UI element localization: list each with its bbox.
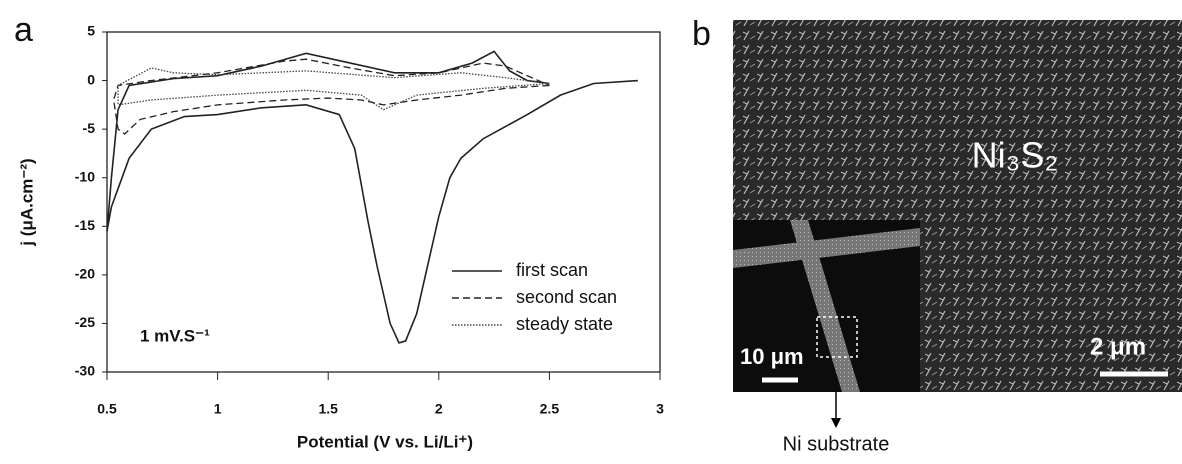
callout-arrowhead — [831, 418, 841, 428]
x-tick-label: 1 — [214, 401, 222, 417]
y-tick-label: 0 — [87, 71, 95, 87]
annotation: 1 mV.S⁻¹ — [140, 326, 210, 345]
zoom-box — [816, 316, 858, 358]
x-tick-label: 2.5 — [540, 401, 560, 417]
x-tick-label: 2 — [435, 401, 443, 417]
scale-label: 2 μm — [1090, 333, 1146, 360]
y-tick-label: -15 — [75, 217, 95, 233]
material-label: Ni₃S₂ — [972, 135, 1059, 176]
callout-label: Ni substrate — [783, 433, 890, 455]
legend-label: steady state — [516, 314, 613, 334]
substrate-grid — [733, 220, 920, 392]
legend-label: first scan — [516, 260, 588, 280]
series-line — [112, 58, 550, 135]
y-axis-label: j (μA.cm⁻²) — [17, 158, 36, 246]
y-tick-label: -10 — [75, 168, 95, 184]
scale-label: 10 μm — [740, 344, 804, 369]
y-tick-label: -5 — [83, 120, 96, 136]
panel-label: b — [692, 15, 711, 53]
y-tick-label: 5 — [87, 23, 95, 39]
series-line — [117, 67, 550, 111]
y-tick-label: -25 — [75, 314, 95, 330]
panel-label: a — [14, 11, 33, 49]
x-axis-label: Potential (V vs. Li/Li⁺) — [297, 432, 473, 451]
y-tick-label: -30 — [75, 363, 95, 379]
x-tick-label: 3 — [656, 401, 664, 417]
legend-label: second scan — [516, 287, 617, 307]
y-tick-label: -20 — [75, 266, 95, 282]
plot-frame — [106, 31, 661, 373]
x-tick-label: 0.5 — [97, 401, 117, 417]
series-line — [106, 50, 638, 344]
x-tick-label: 1.5 — [318, 401, 338, 417]
